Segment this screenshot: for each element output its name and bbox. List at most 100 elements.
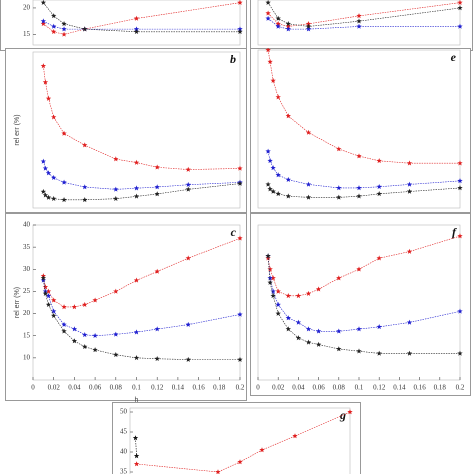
point: [285, 326, 291, 332]
plot-area: [32, 0, 241, 46]
point: [237, 28, 243, 35]
point: [265, 255, 271, 261]
point: [154, 326, 160, 332]
point: [376, 350, 382, 356]
x-axis-label: h: [135, 397, 139, 404]
point: [347, 409, 353, 415]
x-tick-label: 0.14: [393, 384, 406, 392]
x-tick-label: 0.2: [236, 384, 245, 392]
point: [457, 5, 463, 11]
point: [285, 23, 291, 29]
y-tick-label: 25: [23, 287, 31, 295]
point: [51, 28, 57, 35]
point: [265, 48, 271, 53]
y-tick-label: 15: [23, 331, 31, 339]
point: [42, 192, 49, 198]
point: [237, 0, 243, 5]
point: [133, 355, 140, 361]
point: [406, 181, 413, 187]
plot-area: [257, 49, 461, 209]
point: [45, 301, 52, 307]
point: [42, 290, 49, 296]
y-tick-label: 40: [23, 221, 31, 229]
point: [61, 304, 67, 310]
point: [113, 288, 119, 294]
point: [71, 304, 78, 310]
y-tick-label: 35: [120, 468, 128, 474]
point: [295, 319, 302, 325]
point: [336, 346, 342, 352]
point: [51, 174, 57, 180]
point: [305, 23, 312, 29]
point: [265, 181, 271, 187]
series-line: [43, 20, 240, 30]
point: [259, 447, 265, 453]
point: [51, 308, 57, 314]
point: [61, 130, 67, 136]
point: [237, 180, 243, 186]
point: [51, 297, 57, 303]
point: [215, 469, 221, 474]
point: [267, 186, 273, 192]
point: [295, 293, 302, 299]
point: [51, 195, 57, 201]
point: [265, 15, 271, 21]
x-tick-label: 0.04: [68, 384, 81, 392]
point: [185, 181, 191, 187]
point: [40, 275, 47, 281]
y-tick-label: 40: [120, 448, 128, 456]
plot-group: [265, 233, 463, 356]
y-tick-label: 20: [23, 4, 31, 12]
point: [237, 459, 243, 465]
point: [82, 142, 88, 148]
plot-area: [129, 407, 351, 474]
plot-area: [32, 51, 241, 209]
point: [305, 290, 312, 296]
point: [457, 23, 463, 29]
panel-letter: c: [231, 225, 237, 239]
plot-area: [257, 0, 461, 46]
point: [113, 186, 119, 192]
plot-group: [40, 63, 243, 203]
point: [82, 332, 88, 338]
x-tick-label: 0.06: [312, 384, 325, 392]
x-tick-label: 0.1: [355, 384, 364, 392]
series-line: [267, 18, 460, 30]
point: [237, 356, 243, 362]
point: [356, 193, 362, 199]
x-tick-label: 0.1: [132, 384, 141, 392]
point: [270, 293, 276, 299]
point: [45, 194, 52, 200]
point: [265, 253, 271, 259]
point: [133, 453, 140, 459]
x-tick-label: 0.06: [89, 384, 102, 392]
point: [237, 26, 243, 32]
point: [113, 195, 119, 201]
point: [45, 288, 52, 294]
point: [457, 185, 463, 191]
point: [133, 159, 140, 165]
point: [457, 350, 463, 356]
plot-group: [132, 409, 353, 474]
y-tick-label: 30: [23, 265, 31, 273]
point: [376, 191, 382, 197]
panel-frame: [0, 0, 247, 51]
point: [132, 435, 139, 441]
point: [40, 18, 47, 24]
x-tick-label: 0.16: [413, 384, 426, 392]
x-tick-label: 0.14: [172, 384, 185, 392]
point: [285, 113, 291, 119]
point: [356, 23, 362, 29]
plot-group: [265, 0, 463, 32]
point: [270, 188, 276, 194]
point: [285, 26, 291, 32]
point: [133, 329, 140, 335]
point: [356, 153, 362, 159]
panel-frame: [250, 213, 471, 396]
point: [305, 129, 312, 135]
point: [315, 328, 322, 334]
point: [275, 301, 281, 307]
series-line: [135, 437, 137, 457]
point: [457, 233, 463, 239]
point: [356, 13, 362, 19]
